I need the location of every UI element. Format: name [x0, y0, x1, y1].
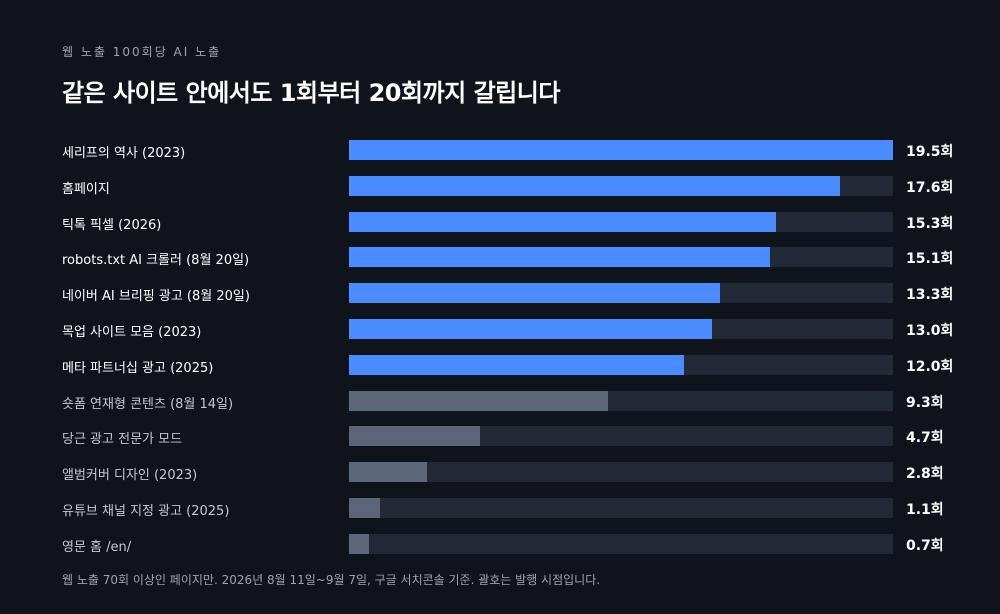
bar: [349, 426, 481, 446]
bar-label: 당근 광고 전문가 모드: [62, 432, 183, 447]
bar-track: [349, 355, 893, 375]
bar-track: [349, 462, 893, 482]
bar-track: [349, 391, 893, 411]
bar: [349, 319, 712, 339]
footnote: 웹 노출 70회 이상인 페이지만. 2026년 8월 11일~9월 7일, 구…: [62, 573, 601, 587]
bar-value-label: 2.8회: [906, 466, 944, 482]
bar-label: 틱톡 픽셀 (2026): [62, 218, 162, 233]
bar-row: 메타 파트너십 광고 (2025) 12.0회: [0, 355, 1000, 377]
bar: [349, 140, 893, 160]
bar-row: 유튜브 채널 지정 광고 (2025) 1.1회: [0, 498, 1000, 520]
bar: [349, 247, 771, 267]
chart-title: 같은 사이트 안에서도 1회부터 20회까지 갈립니다: [62, 79, 560, 107]
bar-label: 세리프의 역사 (2023): [62, 146, 186, 161]
bar: [349, 534, 369, 554]
bar: [349, 283, 721, 303]
bar: [349, 212, 776, 232]
bar-label: 유튜브 채널 지정 광고 (2025): [62, 504, 230, 519]
bar-value-label: 12.0회: [906, 359, 954, 375]
bar-label: 영문 홈 /en/: [62, 540, 132, 555]
bar-label: 목업 사이트 모음 (2023): [62, 325, 202, 340]
bar-track: [349, 176, 893, 196]
bar-label: 홈페이지: [62, 182, 110, 197]
bar-row: 네이버 AI 브리핑 광고 (8월 20일) 13.3회: [0, 283, 1000, 305]
bar-track: [349, 498, 893, 518]
bar-track: [349, 319, 893, 339]
bar-value-label: 4.7회: [906, 430, 944, 446]
bar-value-label: 19.5회: [906, 144, 954, 160]
bar-row: 숏폼 연재형 콘텐츠 (8월 14일) 9.3회: [0, 391, 1000, 413]
chart-kicker: 웹 노출 100회당 AI 노출: [62, 45, 222, 59]
bar-row: 앨범커버 디자인 (2023) 2.8회: [0, 462, 1000, 484]
bar-value-label: 9.3회: [906, 395, 944, 411]
bar-row: 세리프의 역사 (2023) 19.5회: [0, 140, 1000, 162]
bar-row: 틱톡 픽셀 (2026) 15.3회: [0, 212, 1000, 234]
bar-value-label: 15.3회: [906, 216, 954, 232]
bar-row: robots.txt AI 크롤러 (8월 20일) 15.1회: [0, 247, 1000, 269]
bar-track: [349, 534, 893, 554]
bar-value-label: 13.3회: [906, 287, 954, 303]
bar: [349, 462, 428, 482]
bar: [349, 176, 840, 196]
bar-label: 앨범커버 디자인 (2023): [62, 468, 198, 483]
bar-value-label: 0.7회: [906, 538, 944, 554]
bar-row: 영문 홈 /en/0.7회: [0, 534, 1000, 556]
bar-row: 홈페이지 17.6회: [0, 176, 1000, 198]
bar-track: [349, 247, 893, 267]
bar-label: 메타 파트너십 광고 (2025): [62, 361, 214, 376]
bar-value-label: 1.1회: [906, 502, 944, 518]
bar-track: [349, 212, 893, 232]
bar-track: [349, 140, 893, 160]
bar-label: 숏폼 연재형 콘텐츠 (8월 14일): [62, 397, 234, 412]
bar-value-label: 13.0회: [906, 323, 954, 339]
bar-value-label: 15.1회: [906, 251, 954, 267]
bar-value-label: 17.6회: [906, 180, 954, 196]
bar-label: robots.txt AI 크롤러 (8월 20일): [62, 253, 250, 268]
bar-row: 당근 광고 전문가 모드 4.7회: [0, 426, 1000, 448]
bar-track: [349, 283, 893, 303]
bar: [349, 498, 380, 518]
bar-track: [349, 426, 893, 446]
bar: [349, 355, 684, 375]
bar: [349, 391, 609, 411]
bar-row: 목업 사이트 모음 (2023) 13.0회: [0, 319, 1000, 341]
bar-label: 네이버 AI 브리핑 광고 (8월 20일): [62, 289, 250, 304]
